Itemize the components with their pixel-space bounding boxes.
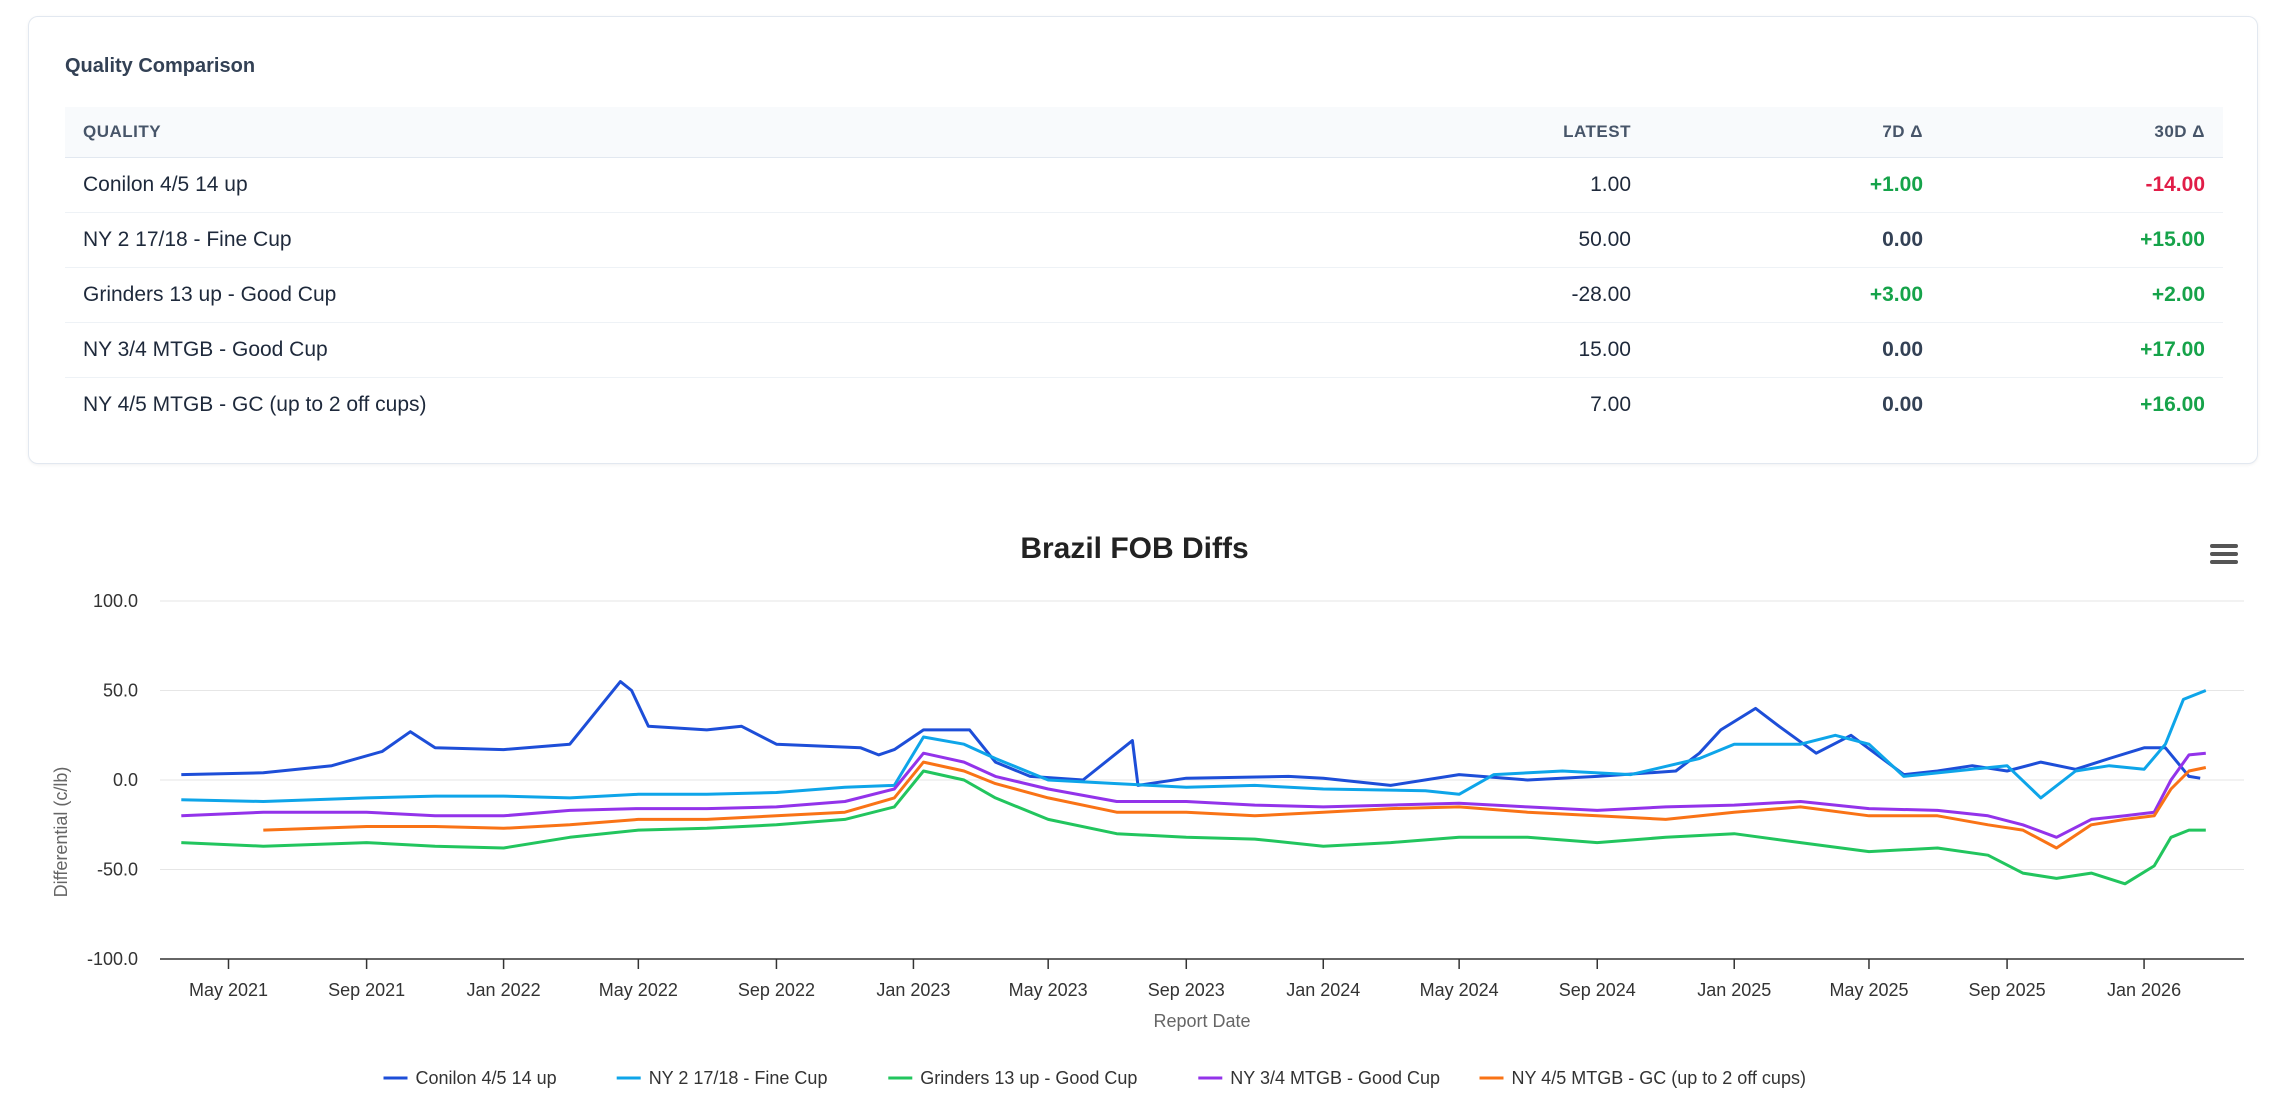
- table-row: NY 3/4 MTGB - Good Cup 15.00 0.00 +17.00: [65, 323, 2223, 378]
- legend-item[interactable]: Conilon 4/5 14 up: [416, 1068, 557, 1088]
- y-axis-title: Differential (c/lb): [51, 767, 71, 898]
- cell-7d-delta: +3.00: [1869, 283, 1923, 306]
- cell-quality: NY 3/4 MTGB - Good Cup: [83, 338, 328, 361]
- x-tick-label: Jan 2025: [1697, 980, 1771, 1000]
- quality-table: QUALITY LATEST 7D Δ 30D Δ Conilon 4/5 14…: [65, 107, 2223, 432]
- x-tick-label: Sep 2025: [1969, 980, 2046, 1000]
- cell-latest: 7.00: [1590, 393, 1631, 416]
- cell-30d-delta: -14.00: [2145, 173, 2205, 196]
- hamburger-menu-icon[interactable]: [2210, 544, 2238, 568]
- table-row: NY 2 17/18 - Fine Cup 50.00 0.00 +15.00: [65, 213, 2223, 268]
- cell-30d-delta: +17.00: [2140, 338, 2205, 361]
- cell-quality: Grinders 13 up - Good Cup: [83, 283, 337, 306]
- chart-title: Brazil FOB Diffs: [1020, 532, 1249, 565]
- legend-item[interactable]: NY 3/4 MTGB - Good Cup: [1230, 1068, 1440, 1088]
- x-tick-label: Sep 2022: [738, 980, 815, 1000]
- series-line: [181, 689, 2207, 803]
- x-tick-label: May 2021: [189, 980, 268, 1000]
- series-line: [263, 760, 2207, 850]
- cell-7d-delta: 0.00: [1882, 228, 1923, 251]
- cell-7d-delta: 0.00: [1882, 338, 1923, 361]
- table-header: QUALITY LATEST 7D Δ 30D Δ: [65, 107, 2223, 158]
- y-tick-label: 100.0: [93, 591, 138, 611]
- x-tick-label: May 2022: [599, 980, 678, 1000]
- x-tick-label: Jan 2023: [876, 980, 950, 1000]
- header-quality[interactable]: QUALITY: [83, 122, 162, 141]
- legend-item[interactable]: NY 4/5 MTGB - GC (up to 2 off cups): [1512, 1068, 1806, 1088]
- table-row: Grinders 13 up - Good Cup -28.00 +3.00 +…: [65, 268, 2223, 323]
- series-line: [181, 751, 2206, 839]
- y-tick-label: -100.0: [87, 949, 138, 969]
- x-tick-label: Jan 2022: [467, 980, 541, 1000]
- header-7d-delta[interactable]: 7D Δ: [1882, 122, 1923, 141]
- cell-30d-delta: +16.00: [2140, 393, 2205, 416]
- series-line: [181, 769, 2206, 886]
- cell-30d-delta: +2.00: [2151, 283, 2205, 306]
- fob-diffs-chart: Brazil FOB Diffs 100.0 50.0 0.0 -50.0 -100.0…: [0, 520, 2269, 1113]
- card-title: Quality Comparison: [65, 55, 256, 77]
- x-tick-label: Sep 2023: [1148, 980, 1225, 1000]
- cell-latest: -28.00: [1571, 283, 1631, 306]
- x-tick-label: May 2024: [1420, 980, 1499, 1000]
- cell-7d-delta: +1.00: [1869, 173, 1923, 196]
- x-tick-label: Jan 2024: [1286, 980, 1360, 1000]
- x-axis-title: Report Date: [1153, 1011, 1250, 1031]
- cell-quality: Conilon 4/5 14 up: [83, 173, 248, 196]
- quality-comparison-card: Quality Comparison QUALITY LATEST 7D Δ 3…: [28, 16, 2258, 464]
- chart-svg: 100.0 50.0 0.0 -50.0 -100.0 May 2021 Sep 2021 J…: [51, 591, 2244, 1088]
- cell-latest: 1.00: [1590, 173, 1631, 196]
- y-tick-label: -50.0: [97, 860, 138, 880]
- series-line: [181, 680, 2201, 787]
- header-30d-delta[interactable]: 30D Δ: [2154, 122, 2205, 141]
- cell-latest: 15.00: [1578, 338, 1631, 361]
- cell-quality: NY 4/5 MTGB - GC (up to 2 off cups): [83, 393, 427, 416]
- header-latest[interactable]: LATEST: [1563, 122, 1631, 141]
- cell-latest: 50.00: [1578, 228, 1631, 251]
- cell-quality: NY 2 17/18 - Fine Cup: [83, 228, 292, 251]
- legend-item[interactable]: NY 2 17/18 - Fine Cup: [649, 1068, 828, 1088]
- y-tick-label: 50.0: [103, 681, 138, 701]
- cell-30d-delta: +15.00: [2140, 228, 2205, 251]
- table-row: Conilon 4/5 14 up 1.00 +1.00 -14.00: [65, 158, 2223, 213]
- x-tick-label: Jan 2026: [2107, 980, 2181, 1000]
- x-tick-label: May 2023: [1009, 980, 1088, 1000]
- x-tick-label: May 2025: [1829, 980, 1908, 1000]
- cell-7d-delta: 0.00: [1882, 393, 1923, 416]
- y-tick-label: 0.0: [113, 770, 138, 790]
- legend-item[interactable]: Grinders 13 up - Good Cup: [920, 1068, 1137, 1088]
- x-tick-label: Sep 2021: [328, 980, 405, 1000]
- table-row: NY 4/5 MTGB - GC (up to 2 off cups) 7.00…: [65, 378, 2223, 432]
- x-tick-label: Sep 2024: [1559, 980, 1636, 1000]
